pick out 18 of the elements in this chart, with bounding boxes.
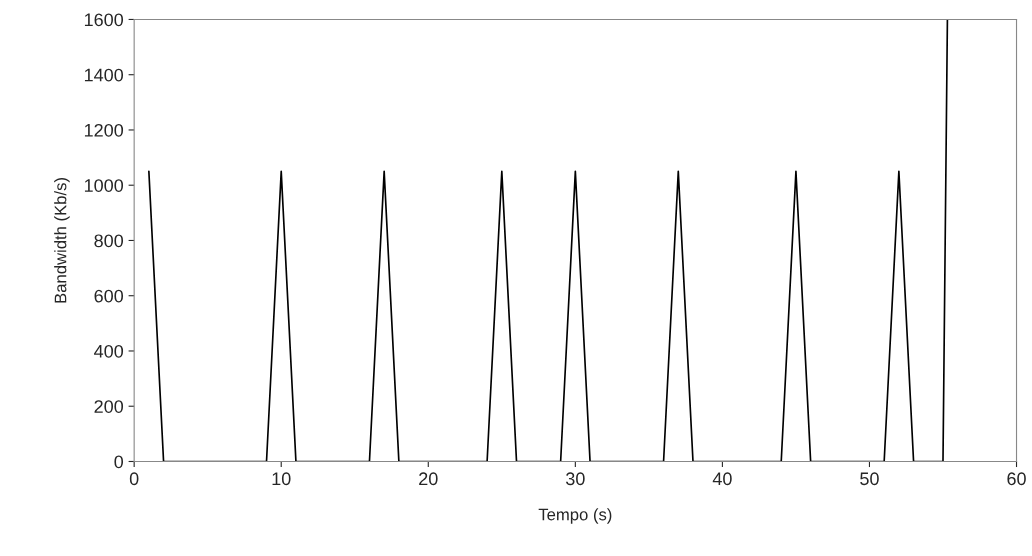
y-tick-label: 0 <box>114 455 124 469</box>
x-tick-label: 0 <box>129 472 139 486</box>
x-tick-label: 40 <box>712 472 732 486</box>
y-axis-title: Bandwidth (Kb/s) <box>54 178 70 303</box>
x-tick-label: 30 <box>565 472 585 486</box>
y-tick-label: 200 <box>94 400 124 413</box>
x-tick-label: 60 <box>1007 472 1026 486</box>
y-tick-label: 1600 <box>84 13 124 27</box>
y-tick-label: 1000 <box>84 179 124 192</box>
y-tick-label: 1400 <box>84 68 124 82</box>
y-tick-label: 1200 <box>84 123 124 137</box>
x-tick-label: 50 <box>860 472 879 486</box>
x-axis-title: Tempo (s) <box>538 508 612 524</box>
y-tick-label: 600 <box>94 289 124 303</box>
x-tick-label: 20 <box>419 472 438 486</box>
x-tick-label: 10 <box>272 472 291 486</box>
y-tick-label: 400 <box>94 344 124 358</box>
y-tick-label: 800 <box>94 234 124 248</box>
